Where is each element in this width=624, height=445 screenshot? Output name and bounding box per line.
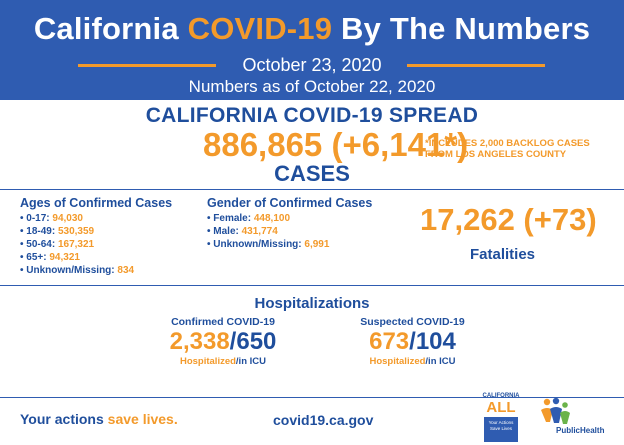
header-banner: California COVID-19 By The Numbers Octob…	[0, 0, 624, 100]
list-item: • 50-64: 167,321	[20, 239, 95, 250]
cases-total: 886,865 (+6,141*)	[203, 126, 469, 163]
list-item: • 65+: 94,321	[20, 252, 80, 263]
ages-list: • 0-17: 94,030 • 18-49: 530,359 • 50-64:…	[20, 212, 134, 277]
report-date: October 23, 2020	[242, 55, 382, 75]
suspected-hospitalizations: Suspected COVID-19 673/104 Hospitalized/…	[355, 316, 470, 367]
page-title: California COVID-19 By The Numbers	[33, 11, 591, 46]
divider-middle	[0, 285, 624, 286]
divider-top	[0, 189, 624, 190]
orange-rule-right	[407, 64, 545, 67]
confirmed-hospitalizations: Confirmed COVID-19 2,338/650 Hospitalize…	[158, 316, 288, 367]
gender-list: • Female: 448,100 • Male: 431,774 • Unkn…	[207, 212, 329, 251]
footer-slogan: Your actions save lives.	[20, 411, 178, 427]
confirmed-heading: Confirmed COVID-19	[171, 316, 275, 328]
gender-heading: Gender of Confirmed Cases	[207, 196, 373, 210]
suspected-heading: Suspected COVID-19	[360, 316, 465, 328]
suspected-numbers: 673/104	[369, 328, 456, 355]
list-item: • Female: 448,100	[207, 213, 291, 224]
title-highlight: COVID-19	[187, 11, 333, 46]
cases-label: CASES	[274, 161, 350, 186]
spread-title: CALIFORNIA COVID-19 SPREAD	[145, 104, 479, 127]
list-item: • 0-17: 94,030	[20, 213, 83, 224]
california-all-logo: CALIFORNIA ALL Your Actions Save Lives	[481, 393, 521, 443]
orange-rule-left	[78, 64, 216, 67]
fatalities-number: 17,262 (+73)	[420, 202, 597, 237]
confirmed-subtitle: Hospitalized/in ICU	[179, 356, 267, 367]
fatalities-label: Fatalities	[469, 246, 536, 263]
hospitalizations-title: Hospitalizations	[254, 295, 370, 312]
list-item: • Unknown/Missing: 6,991	[207, 239, 330, 250]
divider-bottom	[0, 397, 624, 398]
confirmed-numbers: 2,338/650	[169, 328, 277, 355]
ages-heading: Ages of Confirmed Cases	[20, 196, 173, 210]
people-icon	[541, 397, 570, 424]
cases-footnote: *INCLUDES 2,000 BACKLOG CASES FROM LOS A…	[425, 138, 590, 160]
suspected-subtitle: Hospitalized/in ICU	[369, 356, 456, 367]
list-item: • Unknown/Missing: 834	[20, 265, 135, 276]
list-item: • 18-49: 530,359	[20, 226, 95, 237]
website-link[interactable]: covid19.ca.gov	[273, 412, 374, 428]
public-health-logo: PublicHealth	[536, 396, 616, 442]
list-item: • Male: 431,774	[207, 226, 278, 237]
numbers-as-of: Numbers as of October 22, 2020	[188, 77, 436, 96]
